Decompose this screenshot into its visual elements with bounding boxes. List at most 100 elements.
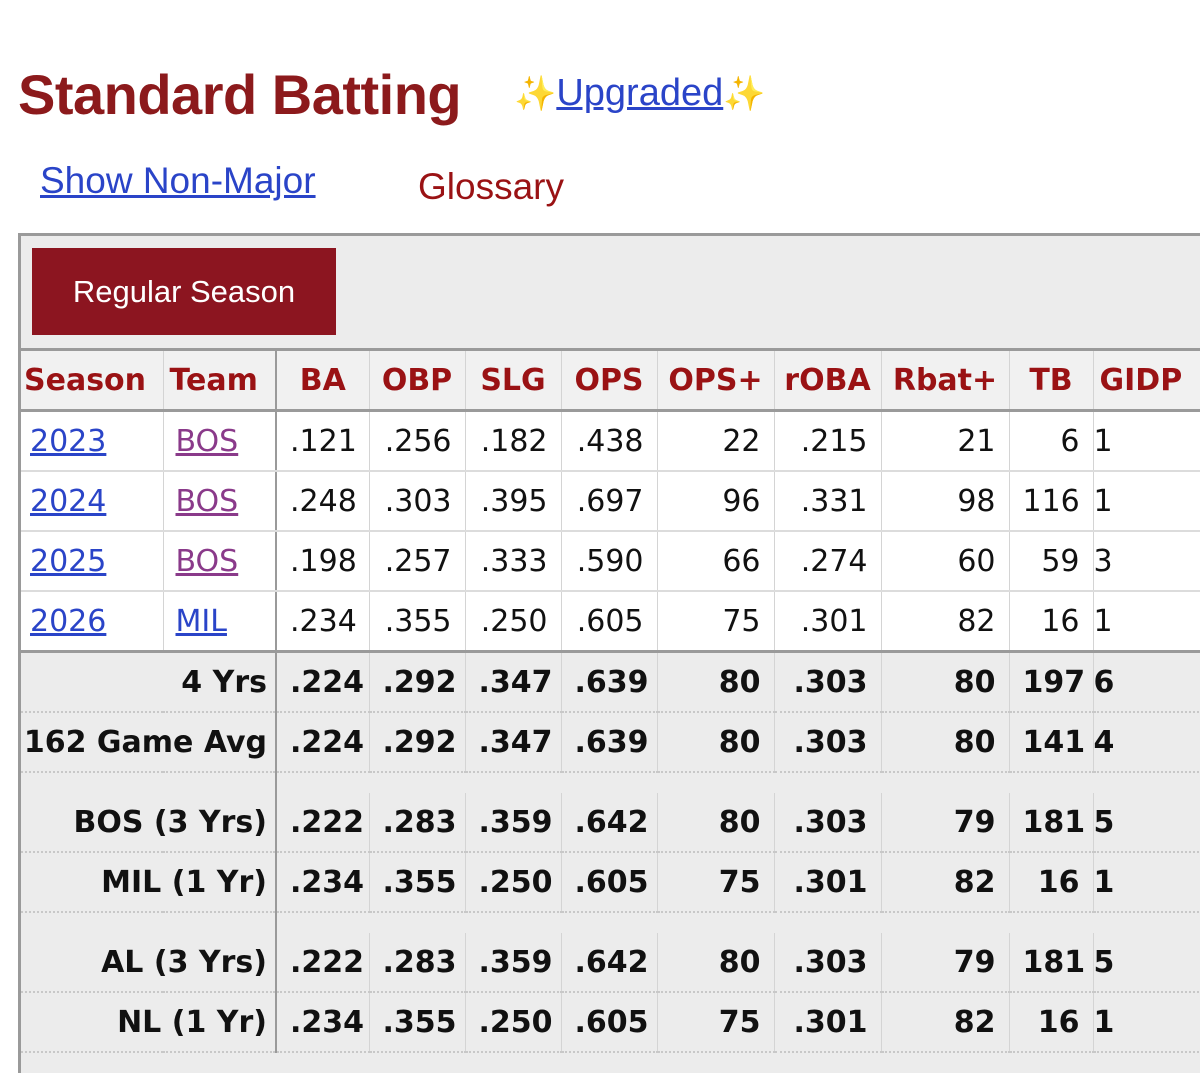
team-link[interactable]: MIL — [175, 603, 227, 639]
ops-cell: .605 — [561, 591, 658, 653]
gidp-cell: 5 — [1093, 793, 1200, 853]
rbat-plus-cell: 80 — [881, 712, 1010, 773]
ba-cell: .222 — [276, 793, 370, 853]
glossary-link[interactable]: Glossary — [418, 166, 564, 207]
obp-cell: .303 — [369, 471, 466, 532]
gidp-cell: 6 — [1093, 651, 1200, 713]
ba-cell: .224 — [276, 712, 370, 773]
tb-cell: 16 — [1009, 992, 1094, 1053]
upgrade-badge: ✨ Upgraded ✨ — [514, 72, 766, 115]
tb-cell: 59 — [1009, 531, 1094, 592]
season-link[interactable]: 2023 — [30, 423, 107, 459]
obp-cell: .355 — [369, 852, 466, 913]
col-header-gidp[interactable]: GIDP — [1093, 348, 1200, 412]
ops-plus-cell: 80 — [657, 793, 775, 853]
slg-cell: .250 — [465, 992, 562, 1053]
gidp-cell: 3 — [1093, 531, 1200, 592]
spacer-row — [21, 912, 1200, 933]
col-header-roba[interactable]: rOBA — [774, 348, 882, 412]
show-non-major-link[interactable]: Show Non-Major — [40, 160, 316, 201]
team-cell: MIL — [163, 591, 277, 653]
obp-cell: .257 — [369, 531, 466, 592]
roba-cell: .331 — [774, 471, 882, 532]
roba-cell: .303 — [774, 933, 882, 993]
tb-cell: 181 — [1009, 793, 1094, 853]
col-header-season[interactable]: Season — [21, 348, 164, 412]
slg-cell: .395 — [465, 471, 562, 532]
totals-label: 162 Game Avg — [21, 712, 277, 773]
col-header-rbat-plus[interactable]: Rbat+ — [881, 348, 1010, 412]
ops-plus-cell: 22 — [657, 410, 775, 472]
header-row: Season Team BA OBP SLG OPS OPS+ rOBA Rba… — [21, 348, 1200, 412]
gidp-cell: 1 — [1093, 410, 1200, 472]
page-title: Standard Batting — [18, 63, 462, 126]
regular-season-tab[interactable]: Regular Season — [32, 248, 336, 335]
spacer-cell — [276, 772, 1200, 793]
season-link[interactable]: 2026 — [30, 603, 107, 639]
team-link[interactable]: BOS — [175, 483, 239, 519]
roba-cell: .301 — [774, 591, 882, 653]
col-header-slg[interactable]: SLG — [465, 348, 562, 412]
ba-cell: .248 — [276, 471, 370, 532]
obp-cell: .283 — [369, 933, 466, 993]
tb-cell: 16 — [1009, 852, 1094, 913]
standard-batting-table: Season Team BA OBP SLG OPS OPS+ rOBA Rba… — [21, 348, 1200, 1053]
gidp-cell: 1 — [1093, 591, 1200, 653]
ops-plus-cell: 80 — [657, 933, 775, 993]
totals-row: 4 Yrs .224 .292 .347 .639 80 .303 80 197… — [21, 651, 1200, 713]
tb-cell: 181 — [1009, 933, 1094, 993]
col-header-obp[interactable]: OBP — [369, 348, 466, 412]
slg-cell: .347 — [465, 712, 562, 773]
ops-plus-cell: 66 — [657, 531, 775, 592]
upgraded-link[interactable]: Upgraded — [556, 72, 724, 114]
tb-cell: 6 — [1009, 410, 1094, 472]
ops-cell: .639 — [561, 651, 658, 713]
totals-row: 162 Game Avg .224 .292 .347 .639 80 .303… — [21, 712, 1200, 773]
gidp-cell: 4 — [1093, 712, 1200, 773]
totals-label: BOS (3 Yrs) — [21, 793, 277, 853]
totals-label: 4 Yrs — [21, 651, 277, 713]
rbat-plus-cell: 82 — [881, 852, 1010, 913]
ops-plus-cell: 75 — [657, 992, 775, 1053]
team-cell: BOS — [163, 471, 277, 532]
ops-plus-cell: 75 — [657, 852, 775, 913]
ba-cell: .222 — [276, 933, 370, 993]
obp-cell: .292 — [369, 651, 466, 713]
totals-row: AL (3 Yrs) .222 .283 .359 .642 80 .303 7… — [21, 933, 1200, 993]
col-header-tb[interactable]: TB — [1009, 348, 1094, 412]
slg-cell: .359 — [465, 793, 562, 853]
stats-panel: Regular Season Season Team BA OBP SLG OP… — [18, 233, 1200, 1073]
ba-cell: .234 — [276, 852, 370, 913]
season-cell: 2023 — [21, 410, 164, 472]
spacer-row — [21, 772, 1200, 793]
slg-cell: .182 — [465, 410, 562, 472]
season-cell: 2026 — [21, 591, 164, 653]
ops-cell: .639 — [561, 712, 658, 773]
ops-plus-cell: 75 — [657, 591, 775, 653]
ba-cell: .234 — [276, 591, 370, 653]
col-header-ops-plus[interactable]: OPS+ — [657, 348, 775, 412]
spacer-cell — [21, 912, 277, 933]
roba-cell: .303 — [774, 651, 882, 713]
totals-label: AL (3 Yrs) — [21, 933, 277, 993]
spacer-cell — [21, 772, 277, 793]
rbat-plus-cell: 79 — [881, 933, 1010, 993]
spacer-cell — [276, 912, 1200, 933]
col-header-ops[interactable]: OPS — [561, 348, 658, 412]
col-header-team[interactable]: Team — [163, 348, 277, 412]
ba-cell: .224 — [276, 651, 370, 713]
obp-cell: .256 — [369, 410, 466, 472]
ops-cell: .642 — [561, 793, 658, 853]
team-link[interactable]: BOS — [175, 543, 239, 579]
table-row: 2026 MIL .234 .355 .250 .605 75 .301 82 … — [21, 591, 1200, 653]
season-link[interactable]: 2025 — [30, 543, 107, 579]
ops-cell: .605 — [561, 852, 658, 913]
ops-cell: .438 — [561, 410, 658, 472]
season-link[interactable]: 2024 — [30, 483, 107, 519]
ba-cell: .234 — [276, 992, 370, 1053]
rbat-plus-cell: 82 — [881, 591, 1010, 653]
col-header-ba[interactable]: BA — [276, 348, 370, 412]
team-link[interactable]: BOS — [175, 423, 239, 459]
totals-row: BOS (3 Yrs) .222 .283 .359 .642 80 .303 … — [21, 793, 1200, 853]
rbat-plus-cell: 80 — [881, 651, 1010, 713]
